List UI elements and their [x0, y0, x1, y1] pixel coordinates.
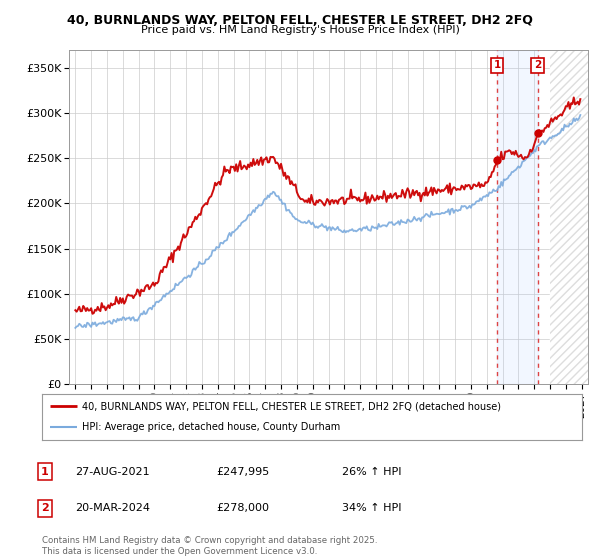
Text: 1: 1: [41, 466, 49, 477]
Text: £278,000: £278,000: [216, 503, 269, 514]
Text: 26% ↑ HPI: 26% ↑ HPI: [342, 466, 401, 477]
Text: 20-MAR-2024: 20-MAR-2024: [75, 503, 150, 514]
Text: Contains HM Land Registry data © Crown copyright and database right 2025.
This d: Contains HM Land Registry data © Crown c…: [42, 536, 377, 556]
Text: HPI: Average price, detached house, County Durham: HPI: Average price, detached house, Coun…: [83, 422, 341, 432]
Text: 34% ↑ HPI: 34% ↑ HPI: [342, 503, 401, 514]
Text: Price paid vs. HM Land Registry's House Price Index (HPI): Price paid vs. HM Land Registry's House …: [140, 25, 460, 35]
Text: 40, BURNLANDS WAY, PELTON FELL, CHESTER LE STREET, DH2 2FQ: 40, BURNLANDS WAY, PELTON FELL, CHESTER …: [67, 14, 533, 27]
Text: 2: 2: [41, 503, 49, 514]
Bar: [497, 50, 538, 384]
Text: 1: 1: [493, 60, 500, 71]
Text: £247,995: £247,995: [216, 466, 269, 477]
Bar: [550, 50, 588, 384]
Bar: [550, 50, 588, 384]
Text: 40, BURNLANDS WAY, PELTON FELL, CHESTER LE STREET, DH2 2FQ (detached house): 40, BURNLANDS WAY, PELTON FELL, CHESTER …: [83, 401, 502, 411]
Text: 27-AUG-2021: 27-AUG-2021: [75, 466, 149, 477]
Text: 2: 2: [534, 60, 541, 71]
